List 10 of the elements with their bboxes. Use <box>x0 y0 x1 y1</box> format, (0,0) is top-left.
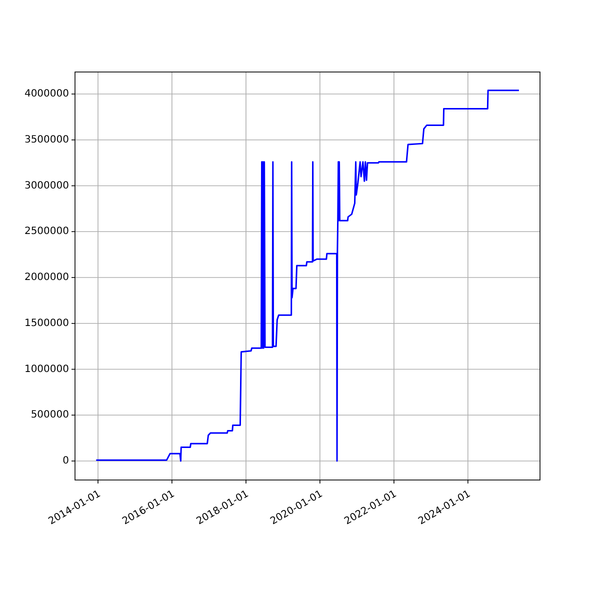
y-tick-label: 0 <box>62 456 69 467</box>
y-tick-label: 500000 <box>30 410 69 421</box>
y-tick-label: 3000000 <box>24 180 69 192</box>
y-tick-label: 3500000 <box>24 134 69 146</box>
y-tick-label: 2500000 <box>24 226 69 238</box>
y-tick-label: 1500000 <box>24 318 69 329</box>
y-tick-label: 2000000 <box>24 272 69 284</box>
y-tick-label: 4000000 <box>24 88 69 100</box>
y-tick-label: 1000000 <box>24 364 69 375</box>
line-series <box>95 90 520 462</box>
